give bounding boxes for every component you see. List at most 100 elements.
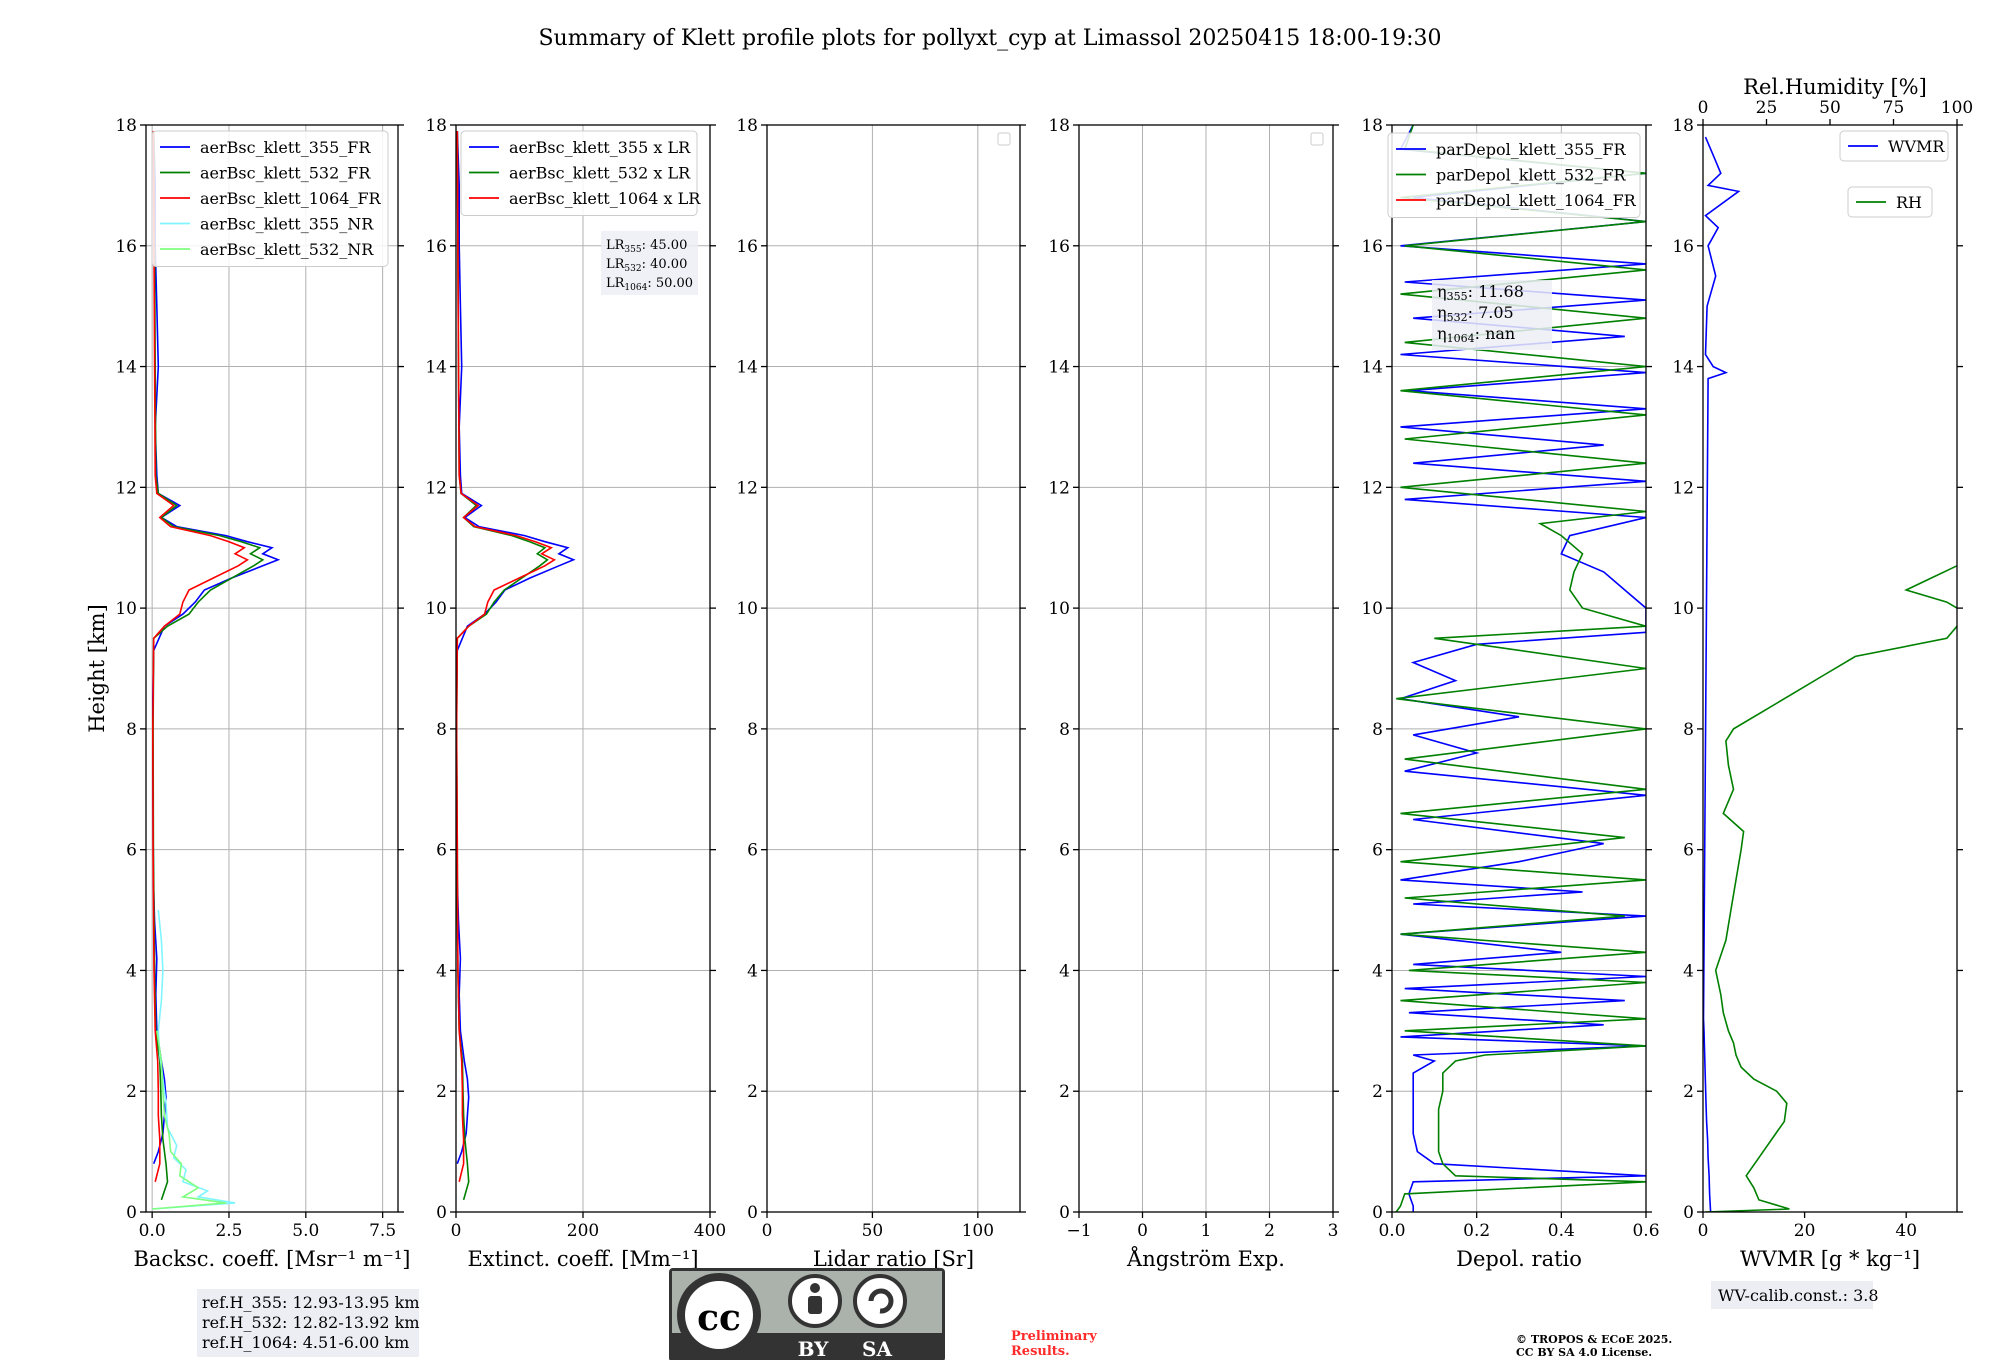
y-tick-label: 18 <box>736 116 758 136</box>
legend-rh: RH <box>1847 186 1933 218</box>
series-group <box>456 130 576 1201</box>
top-x-tick-label: 100 <box>1941 98 1973 118</box>
legend-wvmr: WVMR <box>1839 130 1949 162</box>
y-tick-label: 10 <box>115 599 137 619</box>
axes-frame <box>1391 124 1647 1213</box>
series-line-aerbsc-klett-1064-x-lr <box>456 130 557 1182</box>
annotation-line: ref.H_532: 12.82-13.92 km <box>202 1313 420 1332</box>
series-line-pardepol-klett-532-fr <box>1395 125 1646 1212</box>
by-icon-head <box>810 1283 820 1293</box>
legend-label: aerBsc_klett_355_NR <box>200 215 374 234</box>
annotation-value: : 50.00 <box>647 276 693 291</box>
y-tick-label: 16 <box>1672 237 1694 257</box>
top-x-tick-label: 25 <box>1756 98 1778 118</box>
top-x-tick-label: 75 <box>1883 98 1905 118</box>
legend: aerBsc_klett_355_FR aerBsc_klett_532_FRae… <box>151 130 389 267</box>
axes-frame <box>766 124 1021 1213</box>
cc-by-label: BY <box>798 1337 830 1360</box>
annotation-line: WV-calib.const.: 3.8 <box>1718 1286 1879 1305</box>
x-tick-label: 20 <box>1794 1221 1816 1241</box>
y-tick-label: 4 <box>1059 961 1070 981</box>
preliminary-line-2: Results. <box>1011 1344 1070 1359</box>
x-tick-label: 0.6 <box>1632 1221 1659 1241</box>
axes-frame <box>1702 124 1958 1213</box>
y-tick-label: 0 <box>1372 1203 1383 1223</box>
sa-icon <box>853 1274 907 1328</box>
x-tick-label: 3 <box>1328 1221 1339 1241</box>
legend-label: parDepol_klett_355_FR <box>1436 140 1627 159</box>
legend-label: aerBsc_klett_532 x LR <box>509 164 691 183</box>
annotation-line: LR532: 40.00 <box>606 257 687 274</box>
y-tick-label: 6 <box>1059 841 1070 861</box>
x-axis-label: WVMR [g * kg⁻¹] <box>1740 1247 1920 1271</box>
annotation-box <box>601 231 698 295</box>
y-tick-label: 8 <box>747 720 758 740</box>
y-tick-label: 8 <box>1059 720 1070 740</box>
y-tick-label: 14 <box>1048 358 1070 378</box>
y-tick-label: 12 <box>115 478 137 498</box>
x-tick-label: 5.0 <box>292 1221 319 1241</box>
legend-label: aerBsc_klett_1064_FR <box>200 189 382 208</box>
x-axis-label: Lidar ratio [Sr] <box>813 1247 974 1271</box>
x-tick-label: 40 <box>1895 1221 1917 1241</box>
y-tick-label: 0 <box>436 1203 447 1223</box>
y-tick-label: 4 <box>126 961 137 981</box>
top-x-tick-label: 50 <box>1819 98 1841 118</box>
x-tick-label: 1 <box>1201 1221 1212 1241</box>
annotation-box <box>1711 1281 1873 1309</box>
series-line-aerbsc-klett-532-nr <box>152 1030 227 1210</box>
y-tick-label: 2 <box>1059 1082 1070 1102</box>
annotation-base: LR <box>606 276 626 291</box>
annotation-sub: 1064 <box>1447 332 1475 345</box>
y-tick-label: 10 <box>1672 599 1694 619</box>
annotation-base: LR <box>606 257 626 272</box>
annotation-base: η <box>1437 303 1447 322</box>
y-tick-label: 0 <box>1683 1203 1694 1223</box>
empty-legend-box <box>997 132 1011 146</box>
y-tick-label: 4 <box>1372 961 1383 981</box>
y-tick-label: 18 <box>1361 116 1383 136</box>
y-tick-label: 6 <box>1683 841 1694 861</box>
annotation-line: η355: 11.68 <box>1437 282 1524 303</box>
panel-ext: 0 2 4 6 8 10 12 14 16 18 0 200 400 Extinct. coeff. [M… <box>425 116 726 1271</box>
legend-label: aerBsc_klett_1064 x LR <box>509 189 701 208</box>
y-tick-label: 18 <box>425 116 447 136</box>
y-tick-label: 16 <box>736 237 758 257</box>
annotation-sub: 355 <box>1447 290 1468 303</box>
y-tick-label: 2 <box>1683 1082 1694 1102</box>
series-group <box>1395 125 1646 1212</box>
y-tick-label: 12 <box>1361 478 1383 498</box>
series-line-aerbsc-klett-1064-fr <box>151 130 250 1182</box>
y-tick-label: 16 <box>115 237 137 257</box>
x-axis-label: Extinct. coeff. [Mm⁻¹] <box>467 1247 698 1271</box>
series-line-aerbsc-klett-355-x-lr <box>456 130 576 1164</box>
legend-label: aerBsc_klett_532_FR <box>200 164 371 183</box>
x-tick-label: 200 <box>567 1221 599 1241</box>
series-group <box>1703 136 1957 1212</box>
annotation-base: η <box>1437 282 1447 301</box>
legend-label: aerBsc_klett_532_NR <box>200 240 374 259</box>
series-line-rh <box>1705 565 1957 1212</box>
y-tick-label: 14 <box>736 358 758 378</box>
x-tick-label: 0.0 <box>139 1221 166 1241</box>
y-tick-label: 8 <box>1372 720 1383 740</box>
x-tick-label: 0 <box>1137 1221 1148 1241</box>
empty-legend-box <box>1310 132 1324 146</box>
annotation-line: LR355: 45.00 <box>606 238 687 255</box>
annotation-value: : nan <box>1475 324 1516 343</box>
x-tick-label: 2 <box>1264 1221 1275 1241</box>
annotation-base: LR <box>606 238 626 253</box>
x-axis-label: Ångström Exp. <box>1126 1246 1285 1271</box>
series-line-wvmr <box>1703 136 1741 1212</box>
top-axis-label: Rel.Humidity [%] <box>1743 75 1927 99</box>
annotation-line: η1064: nan <box>1437 324 1515 345</box>
annotation-sub: 532 <box>1447 311 1468 324</box>
legend: aerBsc_klett_355 x LR aerBsc_klett_532 x … <box>460 130 701 216</box>
y-tick-label: 6 <box>747 841 758 861</box>
annotation-sub: 1064 <box>624 283 647 293</box>
